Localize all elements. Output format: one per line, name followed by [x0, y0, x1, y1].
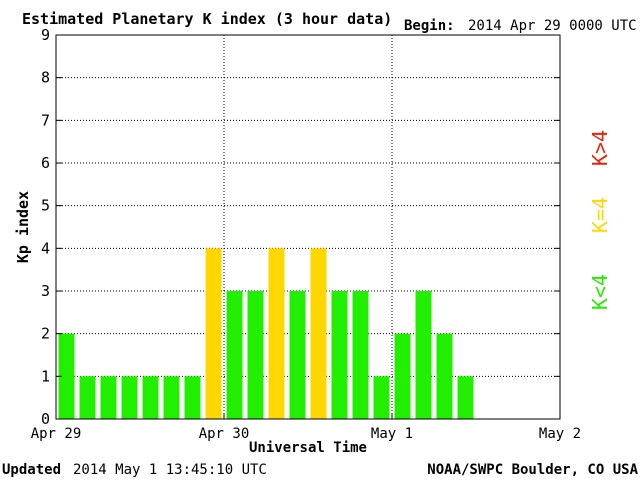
kp-bar [142, 376, 159, 419]
y-tick-label: 6 [41, 154, 50, 172]
x-axis-label: Universal Time [249, 440, 367, 456]
x-tick-label: May 1 [371, 426, 413, 442]
kp-bar [415, 291, 432, 419]
x-tick-label: May 2 [539, 426, 581, 442]
y-tick-label: 7 [41, 111, 50, 129]
kp-bar [121, 376, 138, 419]
x-tick-label: Apr 29 [31, 426, 82, 442]
kp-bar [268, 248, 285, 419]
y-axis: 0 1 2 3 4 5 6 7 8 9 [41, 26, 560, 428]
kp-bar [394, 333, 411, 419]
legend-k-equal-4: K=4 [588, 197, 612, 233]
source-credit: NOAA/SWPC Boulder, CO USA [427, 462, 638, 478]
y-tick-label: 1 [41, 367, 50, 385]
updated-value: 2014 May 1 13:45:10 UTC [73, 462, 267, 478]
kp-bar [331, 291, 348, 419]
y-tick-label: 2 [41, 325, 50, 343]
y-tick-label: 5 [41, 197, 50, 215]
y-tick-label: 0 [41, 410, 50, 428]
kp-bar [310, 248, 327, 419]
kp-bar [457, 376, 474, 419]
kp-bar [373, 376, 390, 419]
kp-bar [247, 291, 264, 419]
y-axis-label: Kp index [14, 191, 32, 263]
plot-grid [56, 35, 560, 419]
kp-bar [184, 376, 201, 419]
y-tick-label: 4 [41, 239, 50, 257]
begin-label: Begin: [404, 18, 455, 34]
kp-bar [289, 291, 306, 419]
kp-bar [226, 291, 243, 419]
plot-area-frame [55, 34, 561, 420]
x-axis: Apr 29 Apr 30 May 1 May 2 [31, 413, 581, 442]
y-tick-label: 9 [41, 26, 50, 44]
x-tick-label: Apr 30 [199, 426, 250, 442]
kp-bar [163, 376, 180, 419]
kp-bar [58, 333, 75, 419]
kp-bar [436, 333, 453, 419]
chart-title: Estimated Planetary K index (3 hour data… [22, 10, 392, 28]
bars [58, 248, 474, 419]
legend-k-less-4: K<4 [588, 274, 612, 310]
kp-bar [100, 376, 117, 419]
updated-label: Updated [2, 462, 61, 478]
y-tick-label: 3 [41, 282, 50, 300]
legend-k-greater-4: K>4 [588, 130, 612, 166]
kp-bar [205, 248, 222, 419]
kp-bar [352, 291, 369, 419]
begin-value: 2014 Apr 29 0000 UTC [468, 18, 637, 34]
kp-bar [79, 376, 96, 419]
y-tick-label: 8 [41, 69, 50, 87]
